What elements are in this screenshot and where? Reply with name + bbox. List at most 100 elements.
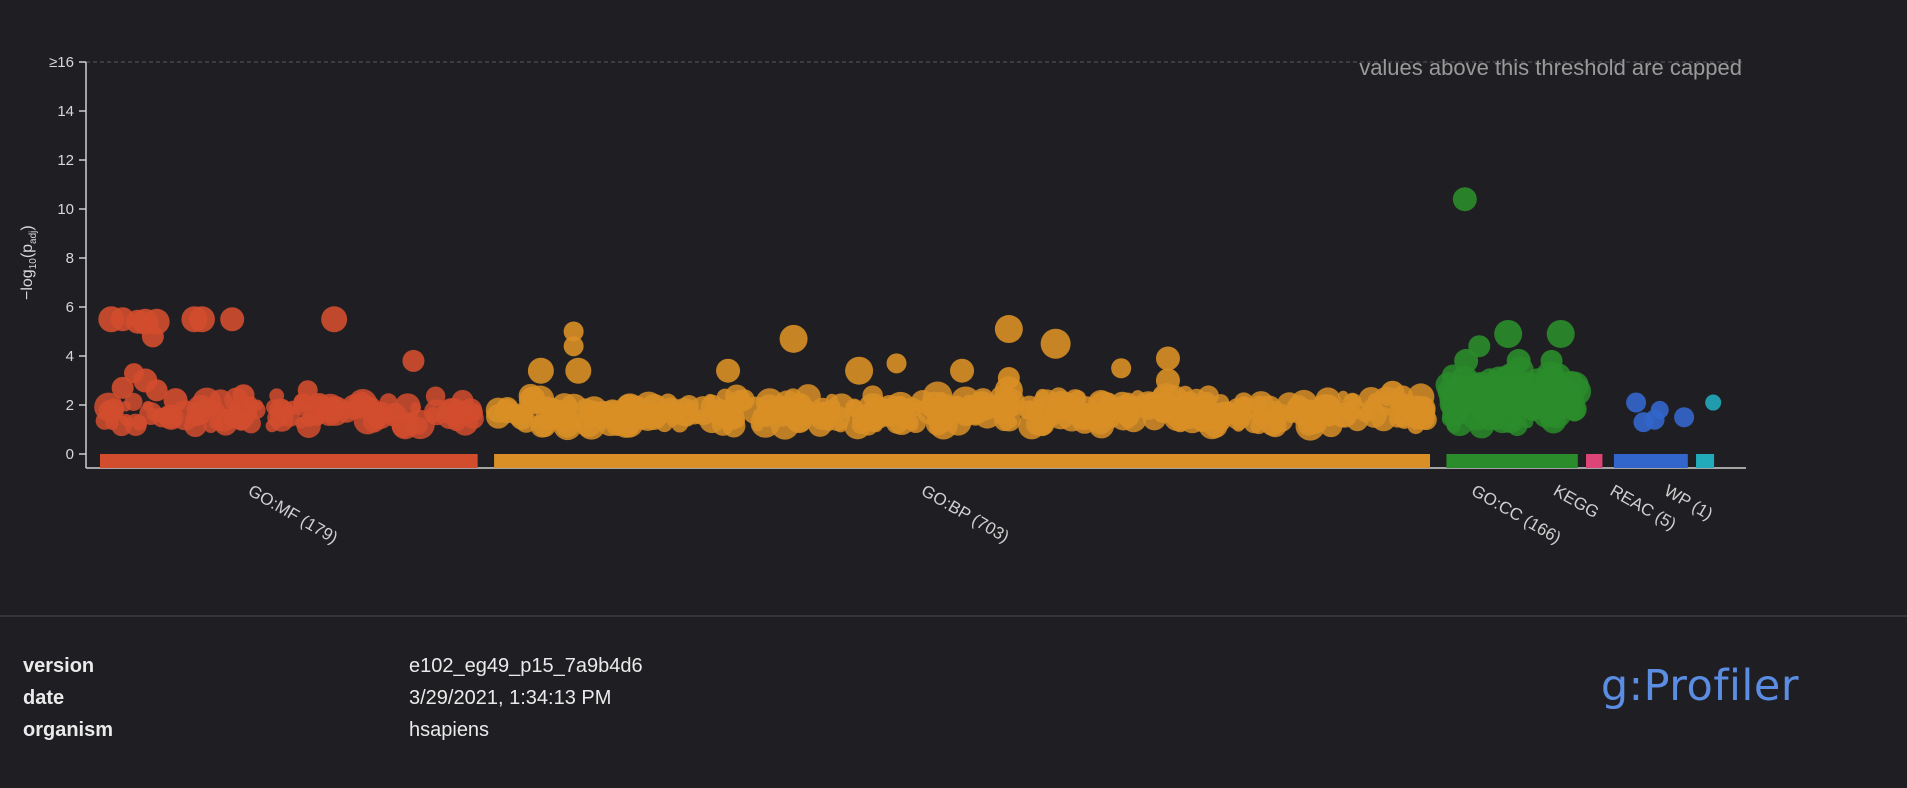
data-point[interactable]: [1485, 396, 1506, 418]
data-point[interactable]: [141, 325, 164, 348]
data-point[interactable]: [146, 407, 160, 422]
data-point[interactable]: [1082, 405, 1097, 420]
data-point[interactable]: [353, 406, 382, 435]
data-point[interactable]: [633, 391, 664, 422]
data-point[interactable]: [1171, 414, 1190, 433]
data-point[interactable]: [851, 416, 870, 435]
data-point[interactable]: [1568, 392, 1585, 409]
data-point[interactable]: [750, 407, 781, 438]
data-point[interactable]: [993, 409, 1016, 432]
data-point[interactable]: [814, 401, 840, 427]
data-point[interactable]: [527, 357, 554, 384]
data-point[interactable]: [779, 324, 808, 353]
data-point[interactable]: [402, 349, 425, 372]
data-point[interactable]: [563, 321, 584, 342]
data-point[interactable]: [511, 403, 534, 425]
data-point[interactable]: [1250, 410, 1266, 426]
source-bar[interactable]: [1586, 454, 1603, 468]
data-point[interactable]: [684, 400, 696, 413]
data-point[interactable]: [888, 396, 908, 416]
data-point[interactable]: [186, 394, 216, 424]
data-point[interactable]: [1626, 392, 1647, 413]
data-point[interactable]: [736, 393, 750, 407]
data-point[interactable]: [693, 409, 708, 424]
data-point[interactable]: [1350, 407, 1362, 419]
data-point[interactable]: [994, 376, 1023, 405]
data-point[interactable]: [1650, 400, 1669, 419]
data-point[interactable]: [1441, 411, 1458, 427]
source-bar[interactable]: [100, 454, 478, 468]
data-point[interactable]: [1177, 385, 1194, 402]
source-bar[interactable]: [494, 454, 1431, 468]
data-point[interactable]: [706, 398, 734, 426]
data-point[interactable]: [425, 386, 446, 406]
data-point[interactable]: [232, 384, 255, 407]
data-point[interactable]: [234, 416, 249, 431]
data-point[interactable]: [321, 306, 348, 333]
data-point[interactable]: [206, 401, 226, 421]
data-point[interactable]: [95, 411, 114, 430]
data-point[interactable]: [1389, 393, 1414, 417]
data-point[interactable]: [886, 353, 907, 374]
data-point[interactable]: [1705, 394, 1722, 411]
source-bar[interactable]: [1696, 454, 1715, 468]
data-point[interactable]: [1120, 406, 1147, 433]
data-point[interactable]: [858, 393, 888, 423]
data-point[interactable]: [791, 393, 812, 413]
data-point[interactable]: [1297, 413, 1320, 436]
data-point[interactable]: [624, 395, 638, 409]
data-point[interactable]: [228, 406, 243, 421]
data-point[interactable]: [1095, 405, 1110, 421]
data-point[interactable]: [1035, 388, 1050, 403]
data-point[interactable]: [494, 403, 511, 419]
data-point[interactable]: [1047, 390, 1077, 421]
data-point[interactable]: [1268, 407, 1294, 433]
data-point[interactable]: [1507, 415, 1528, 437]
data-point[interactable]: [293, 400, 309, 416]
data-point[interactable]: [163, 388, 188, 413]
data-point[interactable]: [1454, 348, 1479, 373]
data-point[interactable]: [1540, 349, 1563, 372]
data-point[interactable]: [124, 413, 147, 436]
data-point[interactable]: [619, 407, 633, 420]
source-bar[interactable]: [1446, 454, 1578, 468]
data-point[interactable]: [220, 307, 245, 332]
data-point[interactable]: [563, 336, 584, 357]
data-point[interactable]: [732, 404, 744, 415]
data-point[interactable]: [1452, 187, 1477, 212]
data-point[interactable]: [1316, 394, 1341, 419]
data-point[interactable]: [1248, 391, 1274, 417]
data-point[interactable]: [1040, 328, 1071, 359]
data-point[interactable]: [1198, 392, 1216, 409]
data-point[interactable]: [248, 401, 266, 419]
data-point[interactable]: [907, 420, 919, 432]
data-point[interactable]: [1111, 358, 1132, 379]
data-point[interactable]: [533, 414, 556, 438]
data-point[interactable]: [716, 358, 741, 383]
data-point[interactable]: [1506, 348, 1531, 373]
data-point[interactable]: [845, 356, 874, 385]
data-point[interactable]: [1118, 392, 1138, 411]
data-point[interactable]: [111, 376, 134, 399]
data-point[interactable]: [1494, 319, 1523, 348]
data-point[interactable]: [537, 401, 552, 415]
data-point[interactable]: [1409, 413, 1424, 428]
data-point[interactable]: [464, 403, 483, 422]
data-point[interactable]: [382, 402, 407, 427]
data-point[interactable]: [1450, 383, 1466, 399]
data-point[interactable]: [145, 379, 168, 402]
data-point[interactable]: [213, 420, 224, 431]
data-point[interactable]: [608, 411, 622, 425]
data-point[interactable]: [1674, 407, 1695, 428]
data-point[interactable]: [1226, 398, 1248, 420]
data-point[interactable]: [1537, 401, 1562, 426]
data-point[interactable]: [922, 381, 953, 411]
data-point[interactable]: [994, 315, 1023, 344]
data-point[interactable]: [565, 357, 592, 384]
data-point[interactable]: [950, 358, 975, 383]
data-point[interactable]: [269, 388, 285, 404]
data-point[interactable]: [1546, 319, 1575, 348]
data-point[interactable]: [845, 398, 864, 417]
data-point[interactable]: [294, 417, 307, 429]
data-point[interactable]: [267, 407, 288, 428]
